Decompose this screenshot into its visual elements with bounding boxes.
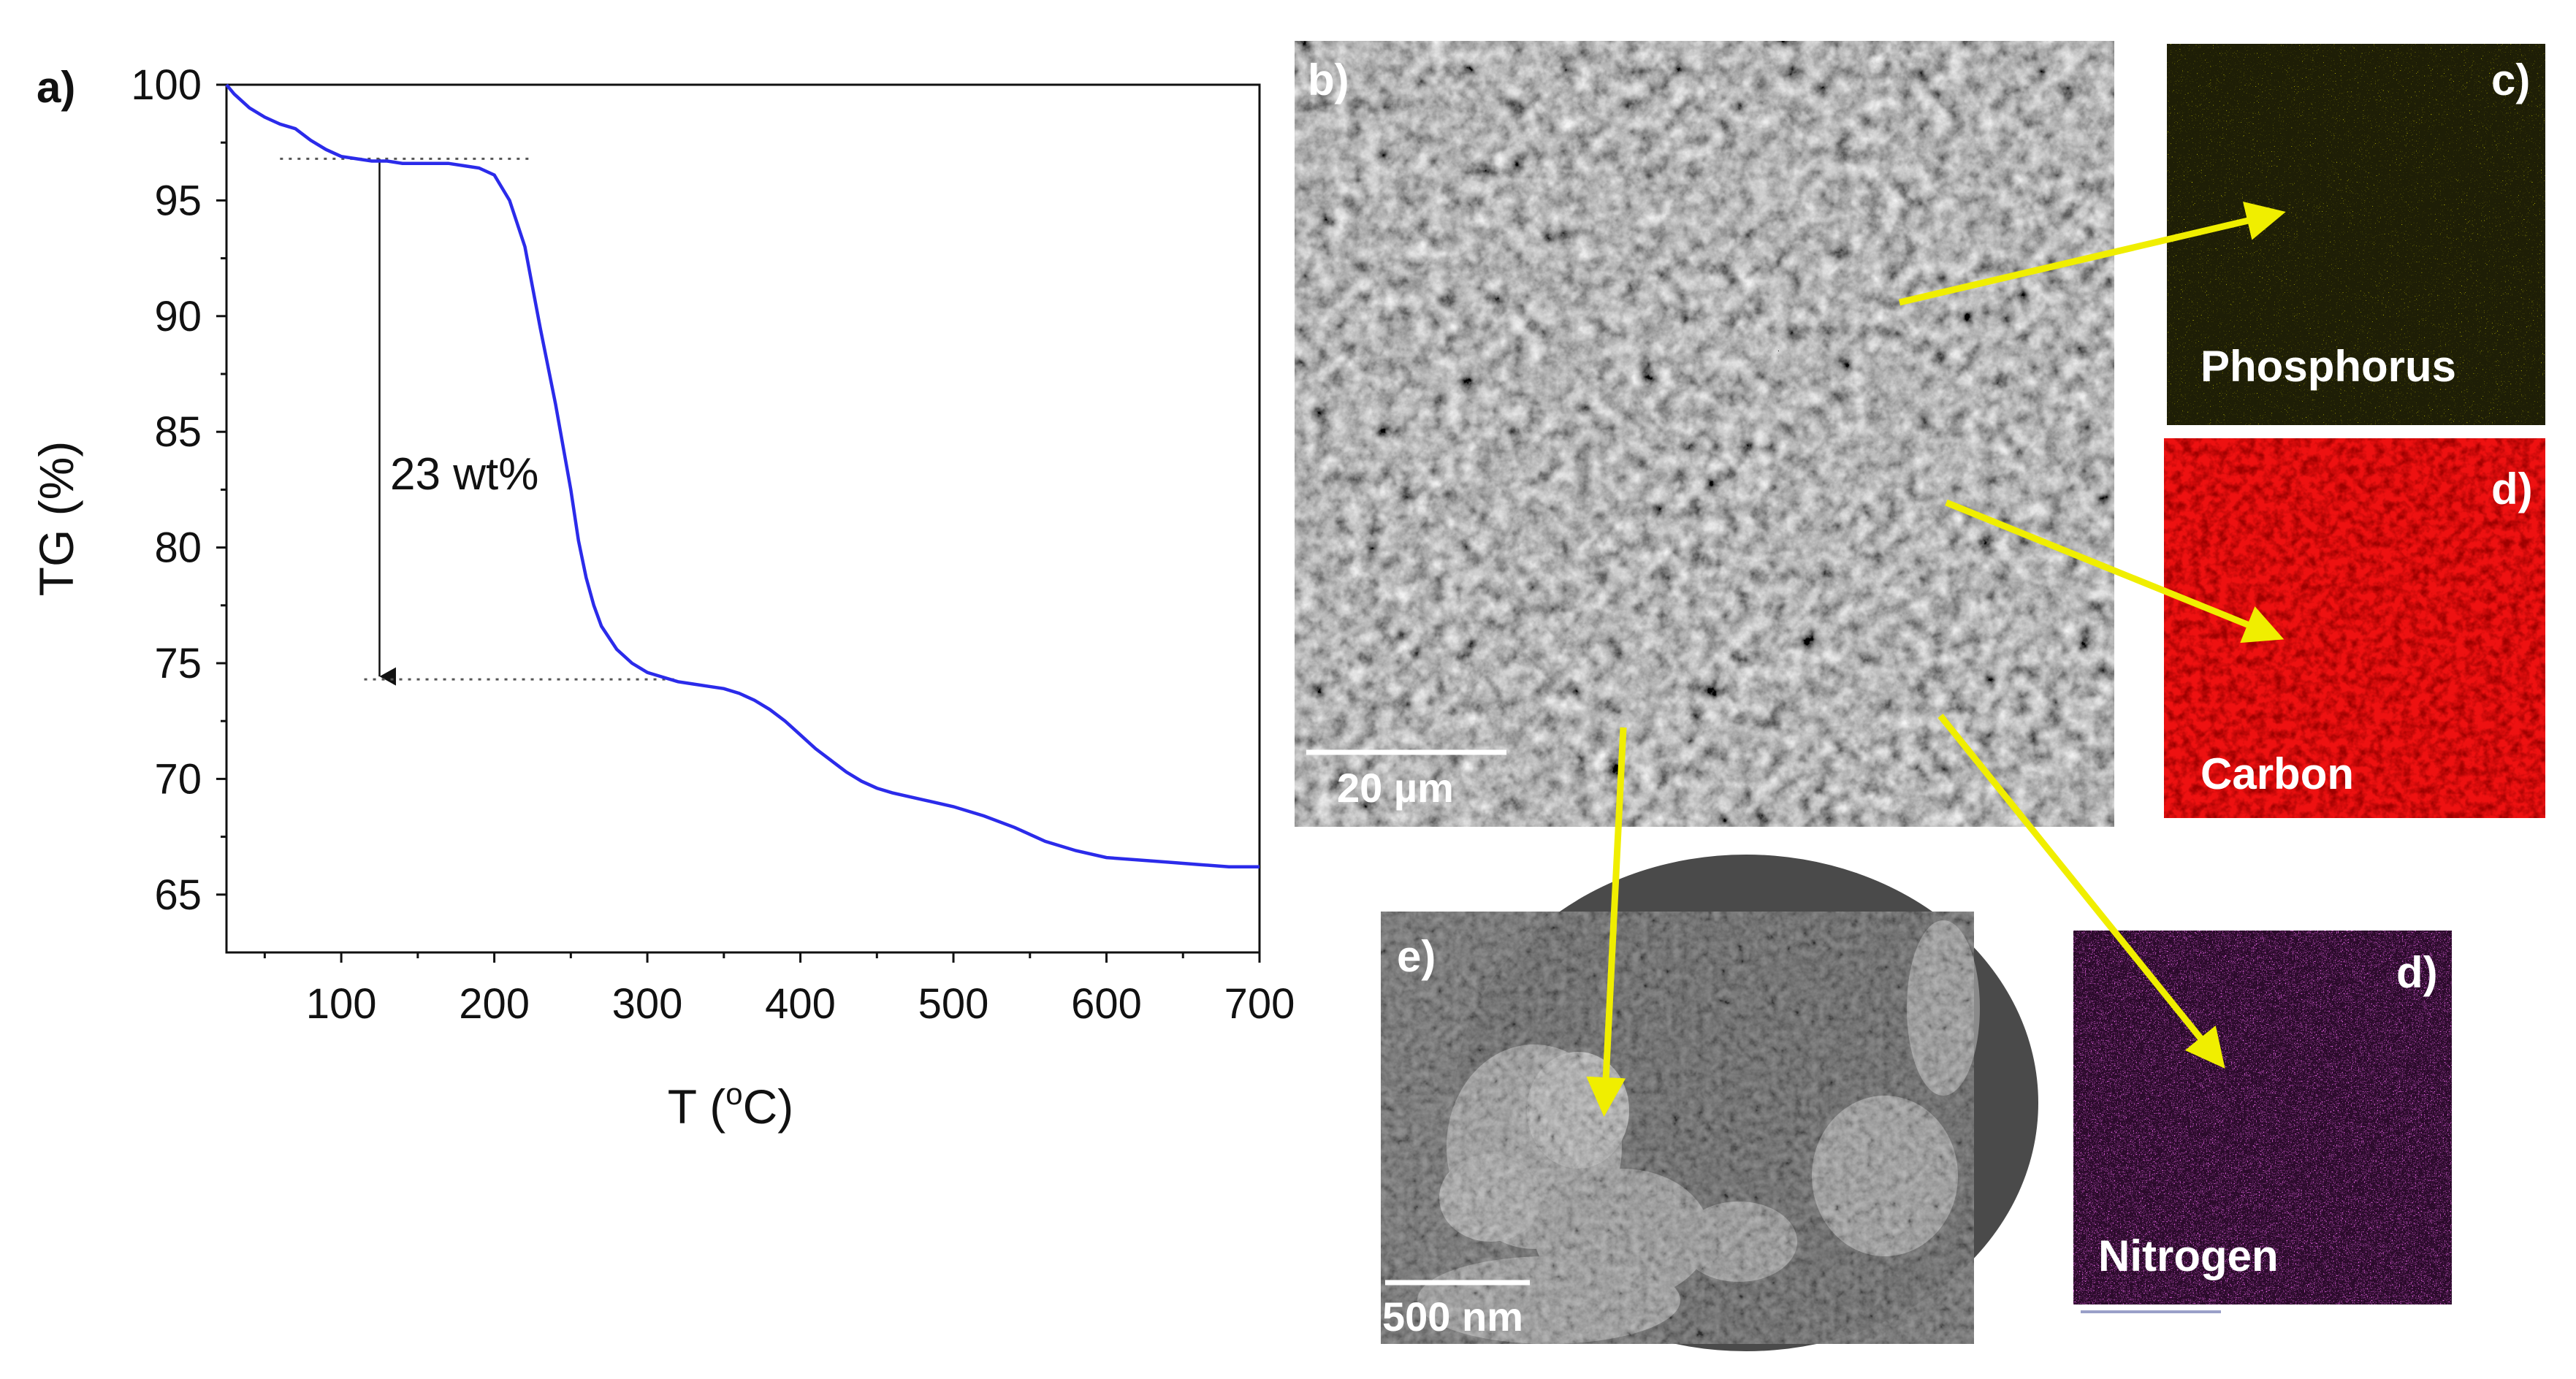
y-tick-label: 80	[154, 524, 202, 572]
y-tick-label: 70	[154, 755, 202, 803]
panel-e-label: e)	[1397, 932, 1436, 981]
y-tick-label: 100	[131, 61, 202, 109]
panel-c-phosphorus-map: c) Phosphorus	[2167, 44, 2545, 425]
tg-chart: a) 65 70 75 80 85 90 95 100 100 200 300 400 500 600 7…	[29, 61, 1295, 1134]
nitrogen-label: Nitrogen	[2098, 1231, 2279, 1280]
panel-a-label: a)	[37, 63, 75, 112]
y-axis-title: TG (%)	[29, 441, 83, 597]
y-tick-label: 90	[154, 293, 202, 340]
x-axis: 100 200 300 400 500 600 700	[263, 952, 1295, 1028]
x-tick-label: 400	[765, 980, 836, 1028]
x-tick-label: 100	[306, 980, 377, 1028]
panel-d-nitrogen-label: d)	[2396, 948, 2438, 997]
plot-frame	[225, 83, 1261, 954]
y-tick-label: 75	[154, 640, 202, 687]
phosphorus-label: Phosphorus	[2200, 342, 2456, 391]
arrow-to-phosphorus	[1898, 201, 2286, 306]
panel-e-sem-image: e) 500 nm	[1381, 855, 2038, 1351]
x-axis-title-main: T (	[668, 1080, 725, 1134]
arrow-to-nitrogen	[1937, 714, 2225, 1069]
x-axis-title-end: C)	[743, 1080, 794, 1134]
panel-c-label: c)	[2491, 56, 2530, 104]
panel-d-carbon-map: d) Carbon	[2164, 438, 2545, 818]
panel-b-label: b)	[1308, 56, 1349, 104]
carbon-label: Carbon	[2200, 749, 2354, 798]
arrow-to-zoom	[1586, 727, 1627, 1117]
tg-series-line	[225, 83, 1260, 869]
panel-e-scale-label: 500 nm	[1382, 1294, 1523, 1340]
x-tick-label: 300	[612, 980, 683, 1028]
x-tick-label: 700	[1224, 980, 1295, 1028]
x-axis-title-sup: o	[725, 1077, 742, 1111]
y-tick-label: 65	[154, 871, 202, 919]
y-tick-label: 85	[154, 408, 202, 456]
y-tick-label: 95	[154, 177, 202, 224]
panel-c-texture	[2167, 44, 2545, 425]
mass-loss-label: 23 wt%	[390, 449, 538, 500]
panel-e-texture	[1381, 912, 1974, 1344]
x-tick-label: 500	[918, 980, 989, 1028]
panel-d-carbon-label: d)	[2491, 465, 2533, 513]
panel-b-texture	[1295, 41, 2114, 827]
panel-b-scale-label: 20 µm	[1337, 765, 1454, 811]
arrow-to-carbon	[1945, 499, 2285, 643]
annotations	[280, 157, 678, 686]
y-axis: 65 70 75 80 85 90 95 100	[131, 61, 226, 919]
panel-d-nitrogen-map: d) Nitrogen	[2073, 931, 2452, 1313]
panel-d-carbon-texture	[2164, 438, 2545, 818]
panel-d-nitrogen-texture	[2073, 931, 2452, 1304]
callout-arrows	[1586, 201, 2286, 1117]
x-tick-label: 600	[1071, 980, 1142, 1028]
x-axis-title: T (oC)	[668, 1077, 793, 1134]
panel-b-sem-image: b) 20 µm	[1295, 41, 2114, 827]
x-tick-label: 200	[459, 980, 530, 1028]
